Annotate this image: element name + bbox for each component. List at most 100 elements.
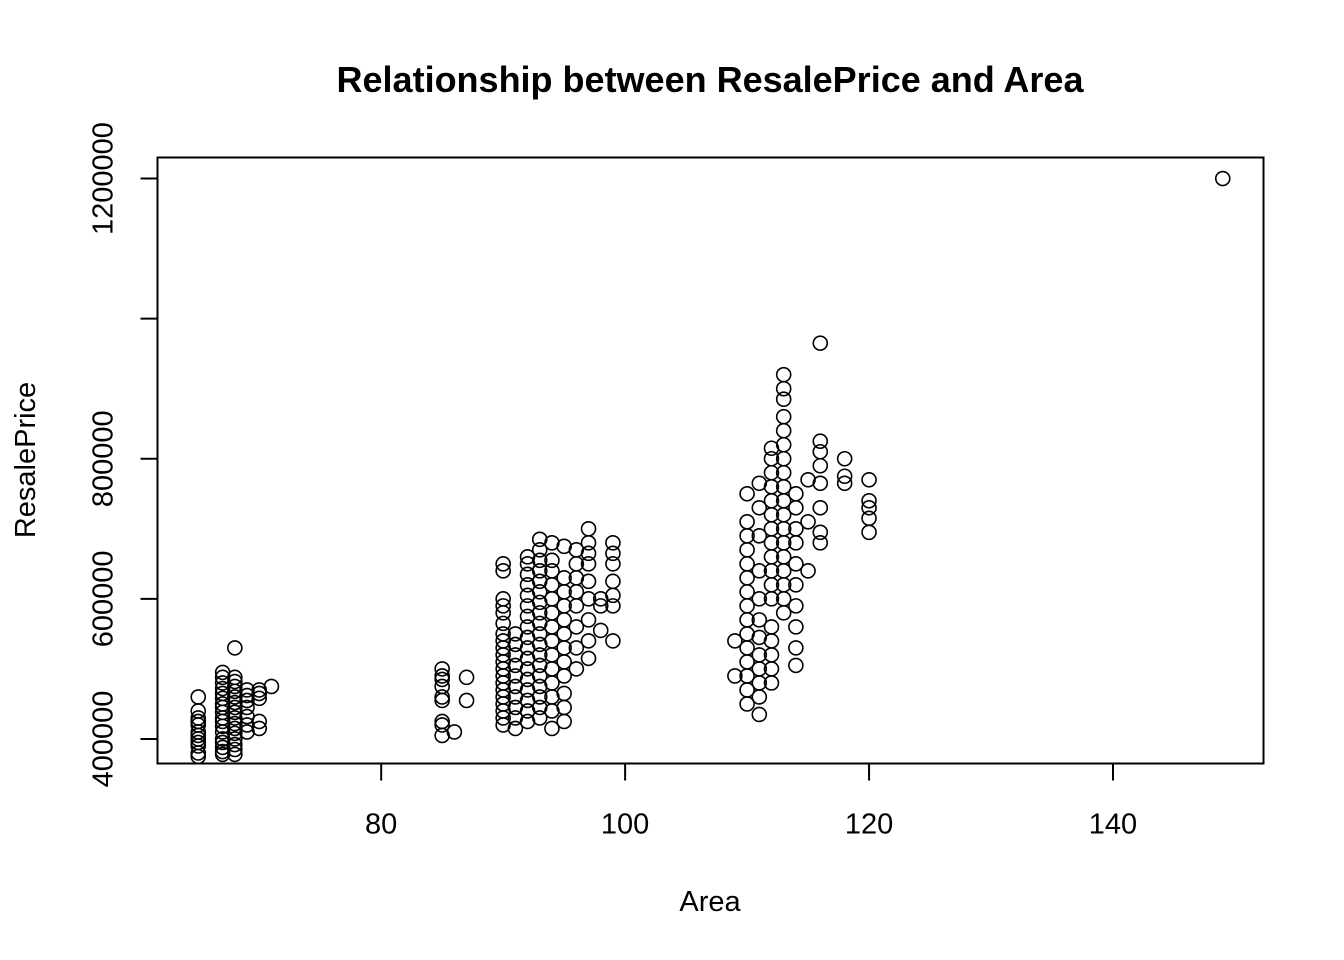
data-point	[1214, 170, 1231, 187]
data-point	[556, 570, 572, 586]
data-point	[580, 633, 597, 649]
data-point	[434, 661, 450, 677]
data-point	[568, 619, 585, 635]
x-axis: 80 100 120 140	[365, 762, 1137, 841]
data-point	[751, 499, 768, 516]
data-point	[592, 598, 609, 614]
data-point	[531, 584, 548, 600]
data-point	[605, 556, 621, 572]
y-tick-label: 400000	[88, 691, 120, 788]
data-point	[495, 598, 511, 614]
data-point	[263, 678, 280, 695]
data-point	[861, 510, 877, 527]
data-point	[227, 710, 243, 726]
data-point	[190, 734, 207, 751]
chart-title: Relationship between ResalePrice and Are…	[337, 59, 1085, 100]
data-point	[751, 706, 768, 723]
data-point	[788, 598, 804, 614]
x-tick-label: 100	[601, 809, 649, 841]
data-point	[763, 619, 780, 635]
data-point	[751, 647, 768, 663]
data-point	[836, 468, 853, 485]
data-point	[751, 612, 768, 628]
x-tick-label: 140	[1089, 809, 1137, 841]
x-tick-label: 120	[845, 809, 893, 841]
data-point	[556, 713, 572, 730]
data-point	[227, 741, 243, 758]
data-point	[739, 542, 755, 558]
data-point	[812, 457, 829, 474]
data-point	[190, 710, 207, 726]
data-point	[788, 499, 804, 516]
data-point	[434, 692, 450, 709]
data-point	[861, 499, 877, 516]
data-point	[434, 717, 450, 733]
data-point	[544, 552, 560, 569]
data-point	[227, 640, 243, 656]
data-point	[190, 713, 207, 730]
data-point	[739, 513, 755, 530]
data-point	[788, 485, 804, 502]
data-point	[751, 689, 768, 705]
y-axis: 400000 600000 800000 1200000	[88, 122, 159, 788]
data-point	[568, 661, 585, 677]
data-point	[495, 563, 511, 579]
data-point	[580, 591, 597, 607]
data-point	[495, 556, 511, 572]
data-point	[239, 692, 255, 709]
data-point	[592, 622, 609, 639]
data-point	[214, 743, 231, 760]
data-point	[836, 475, 853, 492]
data-point	[531, 605, 548, 621]
data-point	[775, 422, 792, 439]
data-point	[812, 524, 829, 541]
data-point	[531, 689, 548, 705]
data-point	[434, 689, 450, 705]
data-point	[580, 612, 597, 628]
y-tick-label: 600000	[88, 550, 120, 647]
data-point	[812, 443, 829, 460]
data-point	[580, 573, 597, 590]
data-point	[605, 573, 621, 590]
y-axis-label: ResalePrice	[10, 382, 42, 538]
data-point	[763, 450, 780, 467]
data-point	[531, 552, 548, 569]
data-point	[544, 720, 560, 737]
data-point	[788, 640, 804, 656]
data-point	[458, 692, 475, 709]
points-layer	[190, 170, 1231, 765]
data-point	[556, 699, 572, 716]
data-point	[251, 685, 268, 702]
data-point	[812, 475, 829, 492]
data-point	[605, 587, 621, 604]
data-point	[605, 535, 621, 551]
data-point	[531, 563, 548, 579]
x-tick-label: 80	[365, 809, 397, 841]
data-point	[836, 450, 853, 467]
data-point	[775, 391, 792, 408]
data-point	[434, 668, 450, 684]
data-point	[507, 720, 524, 737]
data-point	[227, 725, 243, 742]
data-point	[434, 671, 450, 688]
data-point	[727, 668, 743, 684]
data-point	[214, 680, 231, 697]
data-point	[580, 650, 597, 667]
data-point	[775, 366, 792, 383]
y-tick-label: 1200000	[88, 122, 120, 235]
data-point	[458, 669, 475, 686]
data-point	[227, 736, 243, 753]
data-point	[227, 669, 243, 686]
data-point	[775, 380, 792, 397]
data-point	[812, 535, 829, 551]
data-point	[531, 647, 548, 663]
data-point	[580, 535, 597, 551]
data-point	[227, 746, 243, 763]
y-tick-label: 800000	[88, 410, 120, 507]
x-axis-label: Area	[679, 886, 741, 918]
data-point	[861, 524, 877, 541]
data-point	[251, 713, 268, 730]
data-point	[580, 556, 597, 572]
data-point	[800, 563, 816, 579]
